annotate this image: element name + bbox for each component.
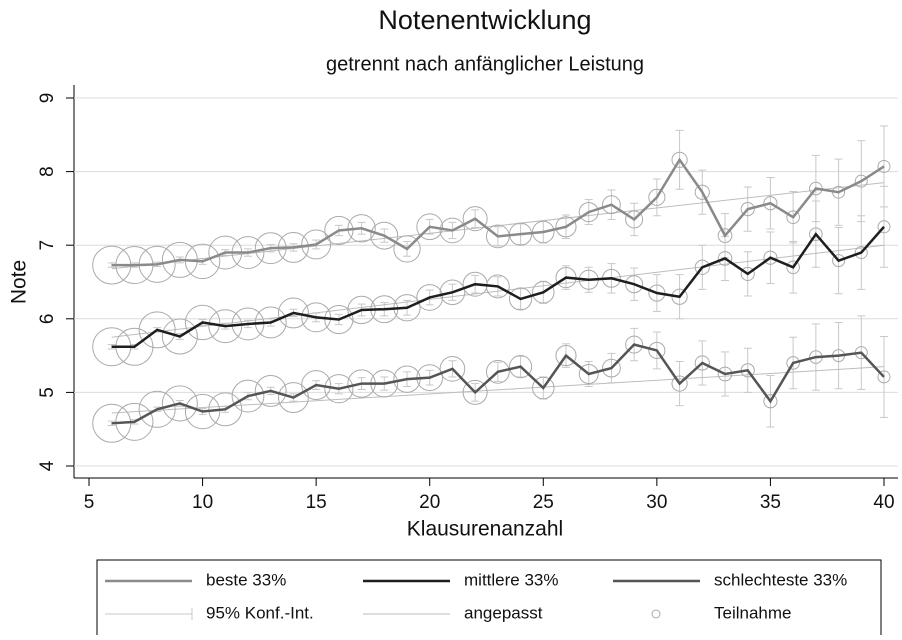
participation-circle	[786, 356, 800, 370]
participation-circle	[694, 184, 710, 200]
fit-line	[111, 366, 885, 414]
participation-circle	[393, 235, 421, 263]
participation-circle	[277, 297, 309, 329]
y-tick-label: 7	[37, 240, 58, 251]
x-tick-label: 20	[419, 492, 440, 513]
participation-circle	[602, 358, 621, 378]
participation-circle	[138, 311, 176, 349]
legend-label: angepasst	[464, 603, 543, 622]
legend-label: mittlere 33%	[464, 570, 558, 589]
x-tick-label: 35	[760, 492, 781, 513]
participation-circle	[508, 355, 533, 379]
participation-circle	[416, 213, 444, 241]
participation-circle	[347, 214, 376, 243]
legend-label: Teilnahme	[714, 603, 792, 622]
participation-circle	[324, 215, 354, 246]
x-tick-label: 40	[873, 492, 894, 513]
y-tick-label: 5	[37, 387, 58, 398]
participation-circle	[184, 304, 221, 341]
participation-circle	[786, 210, 800, 225]
participation-circle	[578, 202, 599, 223]
participation-circle	[625, 335, 644, 354]
participation-circle	[416, 284, 444, 311]
participation-circle	[301, 229, 332, 260]
participation-circle	[694, 355, 710, 371]
participation-circle	[301, 302, 332, 333]
participation-circle	[854, 174, 868, 188]
participation-circle	[763, 394, 778, 409]
participation-circle	[532, 376, 555, 400]
x-tick-label: 15	[306, 492, 327, 513]
participation-circle	[877, 220, 891, 234]
y-tick-label: 9	[37, 93, 58, 104]
participation-circle	[671, 375, 688, 392]
x-tick-label: 30	[646, 492, 667, 513]
x-tick-label: 10	[192, 492, 213, 513]
legend-label: schlechteste 33%	[714, 570, 847, 589]
participation-circle	[532, 281, 555, 304]
legend-label: 95% Konf.-Int.	[206, 603, 314, 622]
participation-circle	[877, 370, 891, 384]
participation-circle	[324, 374, 354, 404]
participation-circle	[208, 309, 243, 344]
participation-circle	[625, 210, 644, 229]
participation-circle	[301, 370, 332, 401]
participation-circle	[877, 159, 891, 173]
participation-circle	[671, 151, 688, 168]
fit-line	[111, 244, 885, 338]
participation-circle	[740, 202, 755, 217]
participation-circle	[648, 188, 666, 206]
y-tick-label: 6	[37, 314, 58, 325]
legend-box	[96, 559, 882, 640]
participation-circle	[324, 304, 354, 335]
participation-circle	[208, 392, 243, 427]
participation-circle	[555, 216, 577, 238]
fit-line	[111, 182, 885, 270]
legend-swatch	[651, 609, 661, 619]
series-line	[111, 225, 885, 349]
participation-circle	[578, 364, 599, 384]
participation-circle	[254, 374, 287, 407]
participation-circle	[602, 195, 621, 215]
participation-circle	[832, 254, 846, 268]
legend-label: beste 33%	[206, 570, 286, 589]
series-line	[111, 157, 885, 267]
x-tick-label: 5	[84, 492, 95, 513]
participation-circle	[184, 393, 221, 430]
series-line	[111, 343, 885, 425]
y-tick-label: 4	[37, 460, 58, 471]
participation-circle	[439, 279, 466, 306]
participation-circle	[854, 246, 868, 260]
participation-circle	[138, 390, 176, 428]
participation-circle	[161, 318, 198, 355]
participation-circle	[625, 275, 644, 294]
participation-circle	[485, 359, 510, 384]
participation-circle	[648, 341, 666, 360]
participation-circle	[763, 196, 778, 211]
participation-circle	[717, 251, 733, 266]
x-tick-label: 25	[533, 492, 554, 513]
participation-circle	[555, 345, 577, 367]
participation-circle	[648, 284, 666, 302]
participation-circle	[370, 221, 399, 250]
participation-circle	[462, 379, 488, 405]
y-tick-label: 8	[37, 166, 58, 177]
participation-circle	[231, 379, 265, 413]
participation-circle	[740, 266, 755, 281]
participation-circle	[786, 260, 800, 275]
participation-circle	[694, 259, 710, 275]
y-axis-label: Note	[8, 260, 31, 304]
participation-circle	[161, 385, 198, 422]
x-axis-label: Klausurenanzahl	[407, 518, 563, 541]
participation-circle	[809, 227, 823, 241]
participation-circle	[508, 287, 533, 311]
participation-circle	[462, 206, 488, 232]
participation-circle	[439, 217, 466, 244]
participation-circle	[763, 250, 778, 265]
chart-title: Notenentwicklung	[378, 5, 591, 35]
chart-subtitle: getrennt nach anfänglicher Leistung	[326, 53, 644, 75]
participation-circle	[439, 356, 466, 382]
